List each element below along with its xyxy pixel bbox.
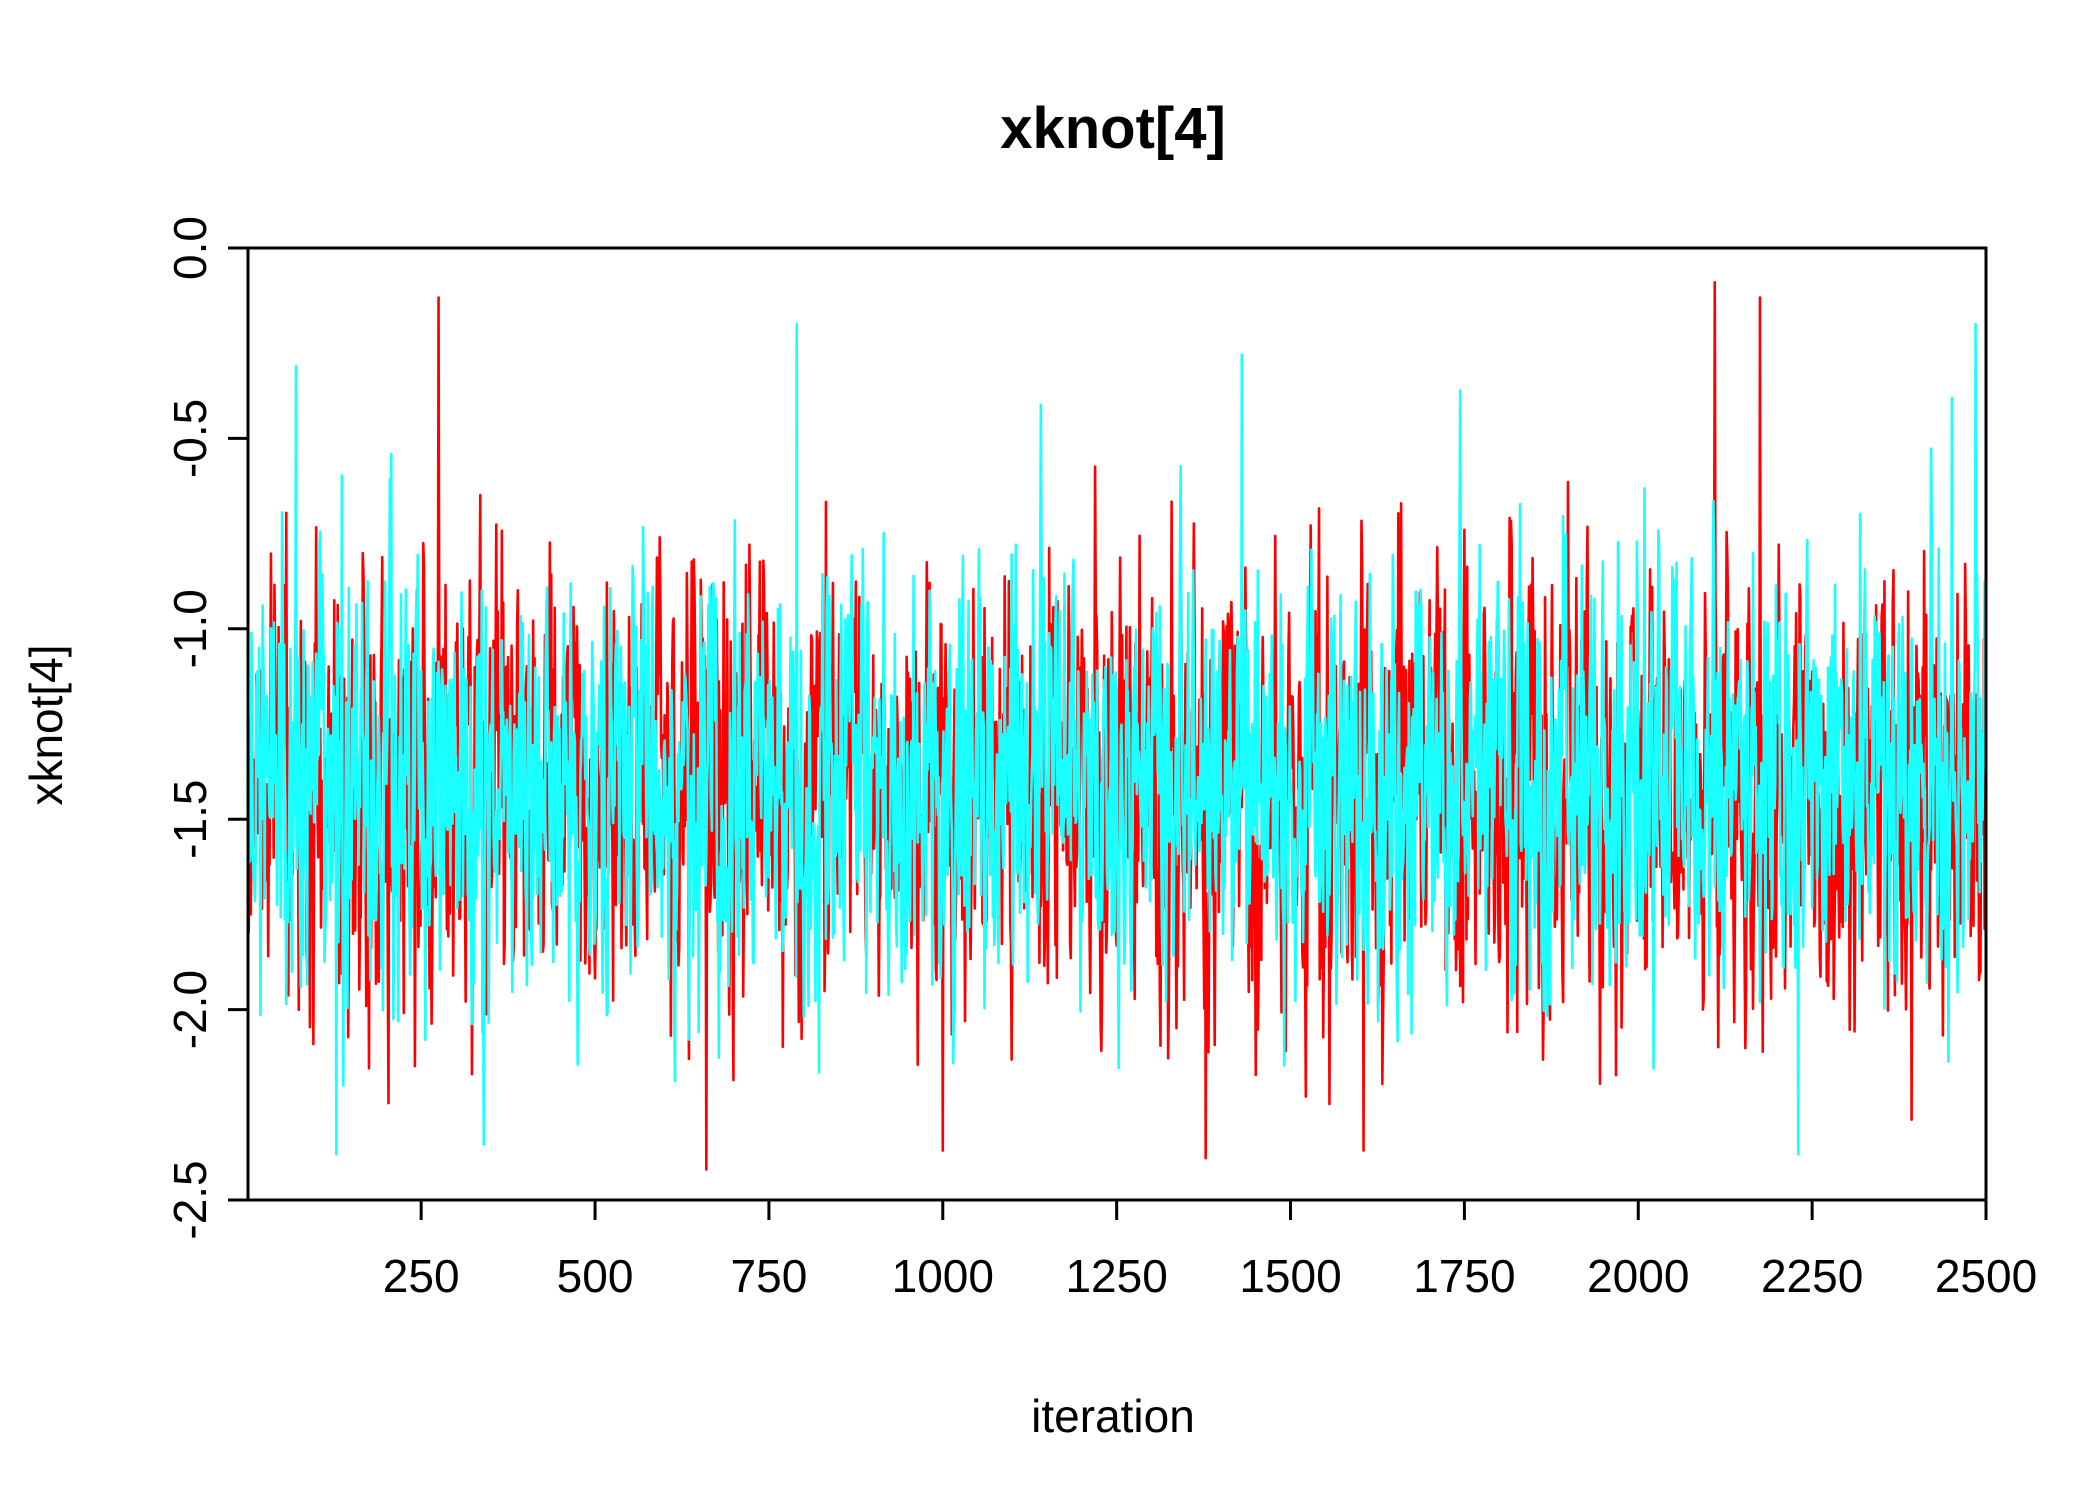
x-tick-label: 2250 <box>1761 1250 1863 1302</box>
y-tick-label: -2.5 <box>164 1160 216 1239</box>
x-tick-label: 2000 <box>1587 1250 1689 1302</box>
x-tick-label: 1500 <box>1239 1250 1341 1302</box>
y-tick-label: -1.5 <box>164 780 216 859</box>
x-tick-label: 2500 <box>1935 1250 2037 1302</box>
x-tick-label: 1000 <box>892 1250 994 1302</box>
series-layer <box>248 280 1986 1171</box>
x-tick-label: 250 <box>383 1250 460 1302</box>
x-tick-label: 750 <box>731 1250 808 1302</box>
y-tick-label: -1.0 <box>164 589 216 668</box>
y-axis-label: xknot[4] <box>20 644 72 805</box>
x-axis: 250 500 750 1000 1250 1500 1750 2000 2250 2500 <box>248 1198 2037 1302</box>
chart-title: xknot[4] <box>1000 96 1226 161</box>
y-tick-label: -0.5 <box>164 399 216 478</box>
y-tick-label: 0.0 <box>164 216 216 280</box>
series-line-2 <box>248 322 1986 1156</box>
y-axis: -2.5 -2.0 -1.5 -1.0 -0.5 0.0 <box>164 216 250 1240</box>
x-tick-label: 500 <box>557 1250 634 1302</box>
y-tick-label: -2.0 <box>164 970 216 1049</box>
x-tick-label: 1250 <box>1065 1250 1167 1302</box>
x-tick-label: 1750 <box>1413 1250 1515 1302</box>
x-axis-label: iteration <box>1031 1390 1195 1442</box>
